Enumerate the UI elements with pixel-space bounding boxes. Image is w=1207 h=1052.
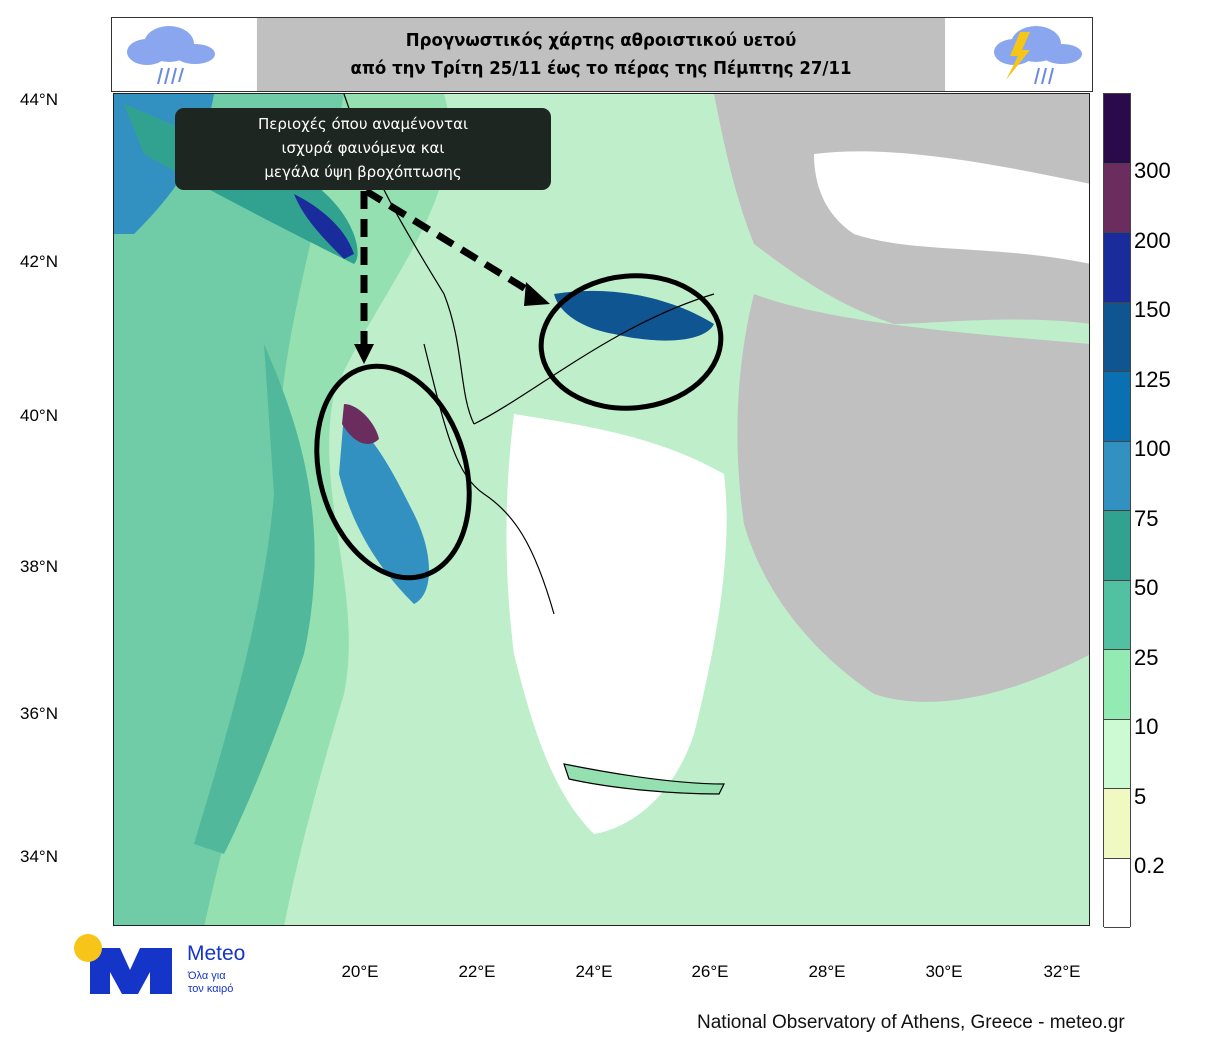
precipitation-map (113, 93, 1090, 926)
meteo-logo: Meteo Όλα για τον καιρό (72, 932, 272, 998)
lon-label: 22°E (458, 962, 496, 981)
meteo-m-logo-icon (74, 934, 172, 994)
annotation-box: Περιοχές όπου αναμένονται ισχυρά φαινόμε… (175, 108, 551, 190)
colorbar-swatch (1104, 163, 1130, 233)
colorbar-swatch (1104, 441, 1130, 511)
map-header: Προγνωστικός χάρτης αθροιστικού υετού απ… (111, 17, 1093, 92)
colorbar-label: 150 (1134, 297, 1171, 322)
colorbar-swatch (1104, 719, 1130, 789)
colorbar-label: 100 (1134, 436, 1171, 461)
colorbar-swatch (1104, 511, 1130, 581)
lon-label: 28°E (808, 962, 846, 981)
colorbar-swatch (1104, 233, 1130, 303)
tagline-line-1: Όλα για (188, 970, 226, 982)
colorbar-label: 10 (1134, 714, 1159, 739)
logo-tagline: Όλα για τον καιρό (188, 970, 233, 996)
logo-brand: Meteo (187, 942, 246, 965)
lon-label: 30°E (925, 962, 963, 981)
lat-label: 36°N (20, 704, 58, 723)
colorbar (1103, 93, 1131, 928)
lat-label: 42°N (20, 252, 58, 271)
credit-text: National Observatory of Athens, Greece -… (697, 1012, 1125, 1033)
lon-label: 24°E (575, 962, 613, 981)
rain-cloud-icon (127, 26, 215, 85)
annotation-line-1: Περιοχές όπου αναμένονται (257, 115, 469, 133)
colorbar-label: 50 (1134, 575, 1159, 600)
colorbar-label: 300 (1134, 158, 1171, 183)
colorbar-swatch (1104, 372, 1130, 442)
colorbar-label: 0.2 (1134, 853, 1165, 878)
lat-label: 44°N (20, 90, 58, 109)
lon-label: 32°E (1043, 962, 1081, 981)
colorbar-label: 75 (1134, 506, 1159, 531)
colorbar-swatch (1104, 789, 1130, 859)
colorbar-swatch (1104, 858, 1130, 928)
lat-label: 40°N (20, 406, 58, 425)
colorbar-label: 25 (1134, 645, 1159, 670)
map-title: Προγνωστικός χάρτης αθροιστικού υετού απ… (256, 18, 946, 91)
title-line-2: από την Τρίτη 25/11 έως το πέρας της Πέμ… (350, 57, 852, 79)
thunderstorm-cloud-icon (994, 26, 1082, 85)
colorbar-swatch (1104, 302, 1130, 372)
lat-label: 34°N (20, 847, 58, 866)
lon-label: 20°E (341, 962, 379, 981)
tagline-line-2: τον καιρό (188, 983, 234, 995)
colorbar-swatch (1104, 94, 1130, 164)
annotation-line-2: ισχυρά φαινόμενα και (281, 139, 445, 157)
colorbar-swatch (1104, 650, 1130, 720)
colorbar-label: 200 (1134, 228, 1171, 253)
lat-label: 38°N (20, 557, 58, 576)
colorbar-label: 5 (1134, 784, 1147, 809)
colorbar-label: 125 (1134, 367, 1171, 392)
title-line-1: Προγνωστικός χάρτης αθροιστικού υετού (405, 29, 797, 51)
annotation-line-3: μεγάλα ύψη βροχόπτωσης (264, 163, 462, 181)
lon-label: 26°E (691, 962, 729, 981)
colorbar-swatch (1104, 580, 1130, 650)
